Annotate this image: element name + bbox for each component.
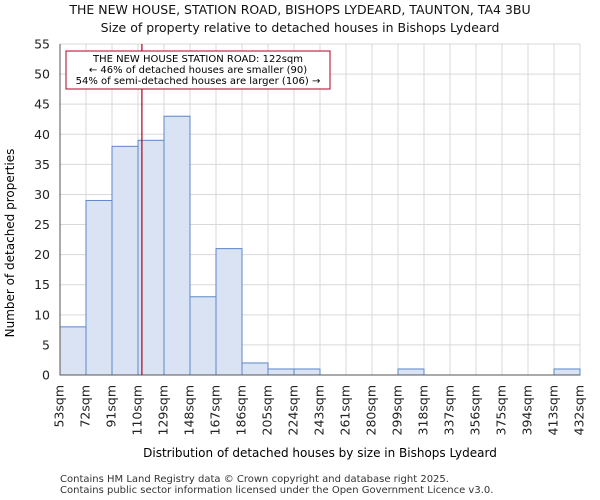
x-tick-label: 375sqm	[494, 385, 509, 435]
chart-subtitle: Size of property relative to detached ho…	[101, 20, 500, 35]
histogram-bar	[293, 368, 321, 376]
footer-line-1: Contains HM Land Registry data © Crown c…	[60, 474, 449, 485]
x-tick-label: 299sqm	[390, 385, 405, 435]
y-tick-label: 45	[34, 97, 50, 112]
histogram-bar	[241, 362, 269, 376]
y-tick-label: 40	[34, 127, 50, 142]
x-tick-label: 280sqm	[364, 385, 379, 435]
x-tick-label: 337sqm	[442, 385, 457, 435]
y-tick-label: 25	[34, 217, 50, 232]
x-tick-label: 432sqm	[572, 385, 587, 435]
x-tick-label: 224sqm	[286, 385, 301, 435]
y-tick-label: 10	[34, 307, 50, 322]
histogram-bar	[215, 248, 243, 376]
histogram-bar	[111, 145, 139, 376]
annotation-line-3: 54% of semi-detached houses are larger (…	[76, 76, 321, 87]
y-tick-label: 30	[34, 187, 50, 202]
histogram-bar	[397, 368, 425, 376]
x-tick-label: 413sqm	[546, 385, 561, 435]
y-tick-label: 20	[34, 247, 50, 262]
x-tick-label: 243sqm	[312, 385, 327, 435]
y-tick-label: 15	[34, 277, 50, 292]
y-axis: 0 5 10 15 20 25 30 35 40 45 50 55	[34, 37, 50, 383]
x-tick-label: 129sqm	[156, 385, 171, 435]
chart-title: THE NEW HOUSE, STATION ROAD, BISHOPS LYD…	[68, 2, 530, 17]
x-axis: 53sqm 72sqm 91sqm 110sqm 129sqm 148sqm 167sqm 1…	[52, 385, 587, 435]
footer-line-2: Contains public sector information licen…	[60, 485, 494, 496]
x-tick-label: 167sqm	[208, 385, 223, 435]
x-tick-label: 205sqm	[260, 385, 275, 435]
histogram-bar	[189, 296, 217, 376]
annotation-line-2: ← 46% of detached houses are smaller (90…	[89, 65, 307, 76]
annotation-line-1: THE NEW HOUSE STATION ROAD: 122sqm	[92, 54, 303, 65]
y-tick-label: 35	[34, 157, 50, 172]
histogram-bar	[553, 368, 581, 376]
x-tick-label: 394sqm	[520, 385, 535, 435]
histogram-bar	[85, 199, 113, 376]
histogram-bar	[163, 115, 191, 376]
x-tick-label: 53sqm	[52, 385, 67, 428]
y-tick-label: 5	[42, 337, 50, 352]
x-tick-label: 148sqm	[182, 385, 197, 435]
x-tick-label: 186sqm	[234, 385, 249, 435]
annotation-box: THE NEW HOUSE STATION ROAD: 122sqm ← 46%…	[65, 50, 331, 90]
x-tick-label: 110sqm	[130, 385, 145, 435]
x-tick-label: 91sqm	[104, 385, 119, 428]
y-tick-label: 0	[42, 368, 50, 383]
x-axis-label: Distribution of detached houses by size …	[143, 446, 497, 460]
y-tick-label: 55	[34, 37, 50, 52]
histogram-bar	[59, 326, 87, 376]
y-tick-label: 50	[34, 67, 50, 82]
y-axis-label: Number of detached properties	[3, 149, 17, 338]
x-tick-label: 356sqm	[468, 385, 483, 435]
x-tick-label: 318sqm	[416, 385, 431, 435]
x-tick-label: 72sqm	[78, 385, 93, 428]
histogram-bar	[267, 368, 295, 376]
x-tick-label: 261sqm	[338, 385, 353, 435]
